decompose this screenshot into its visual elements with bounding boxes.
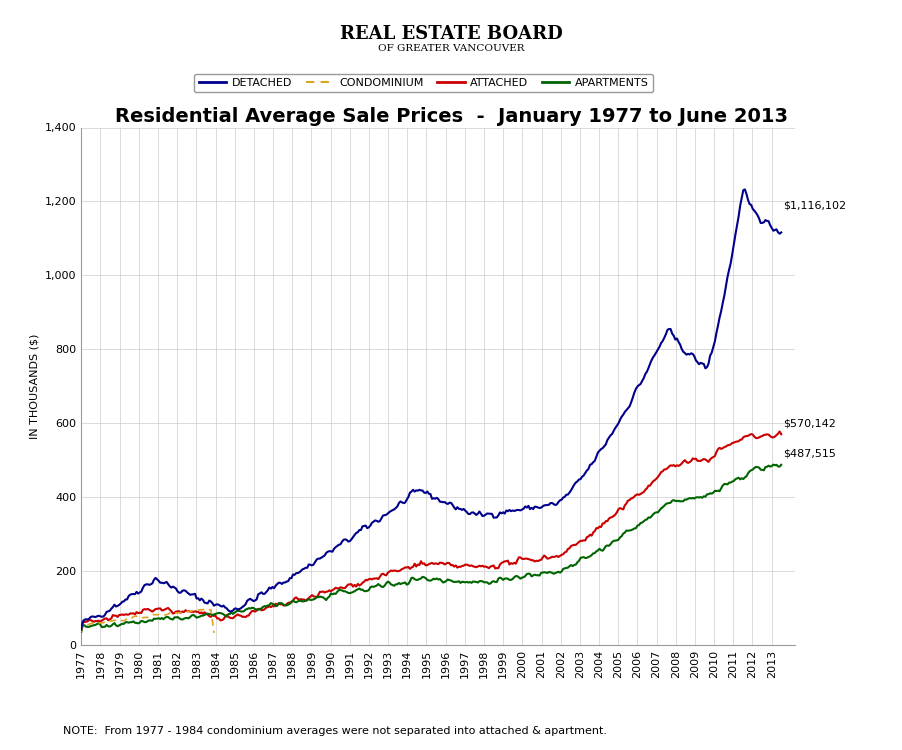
Text: $487,515: $487,515 [782,448,835,458]
Y-axis label: IN THOUSANDS ($): IN THOUSANDS ($) [29,334,39,439]
Text: $570,142: $570,142 [782,419,835,429]
Text: Residential Average Sale Prices  -  January 1977 to June 2013: Residential Average Sale Prices - Januar… [115,106,787,126]
Text: OF GREATER VANCOUVER: OF GREATER VANCOUVER [378,44,524,53]
Text: REAL ESTATE BOARD: REAL ESTATE BOARD [340,25,562,43]
Legend: DETACHED, CONDOMINIUM, ATTACHED, APARTMENTS: DETACHED, CONDOMINIUM, ATTACHED, APARTME… [194,74,652,92]
Text: NOTE:  From 1977 - 1984 condominium averages were not separated into attached & : NOTE: From 1977 - 1984 condominium avera… [63,726,606,736]
Text: $1,116,102: $1,116,102 [782,201,845,211]
